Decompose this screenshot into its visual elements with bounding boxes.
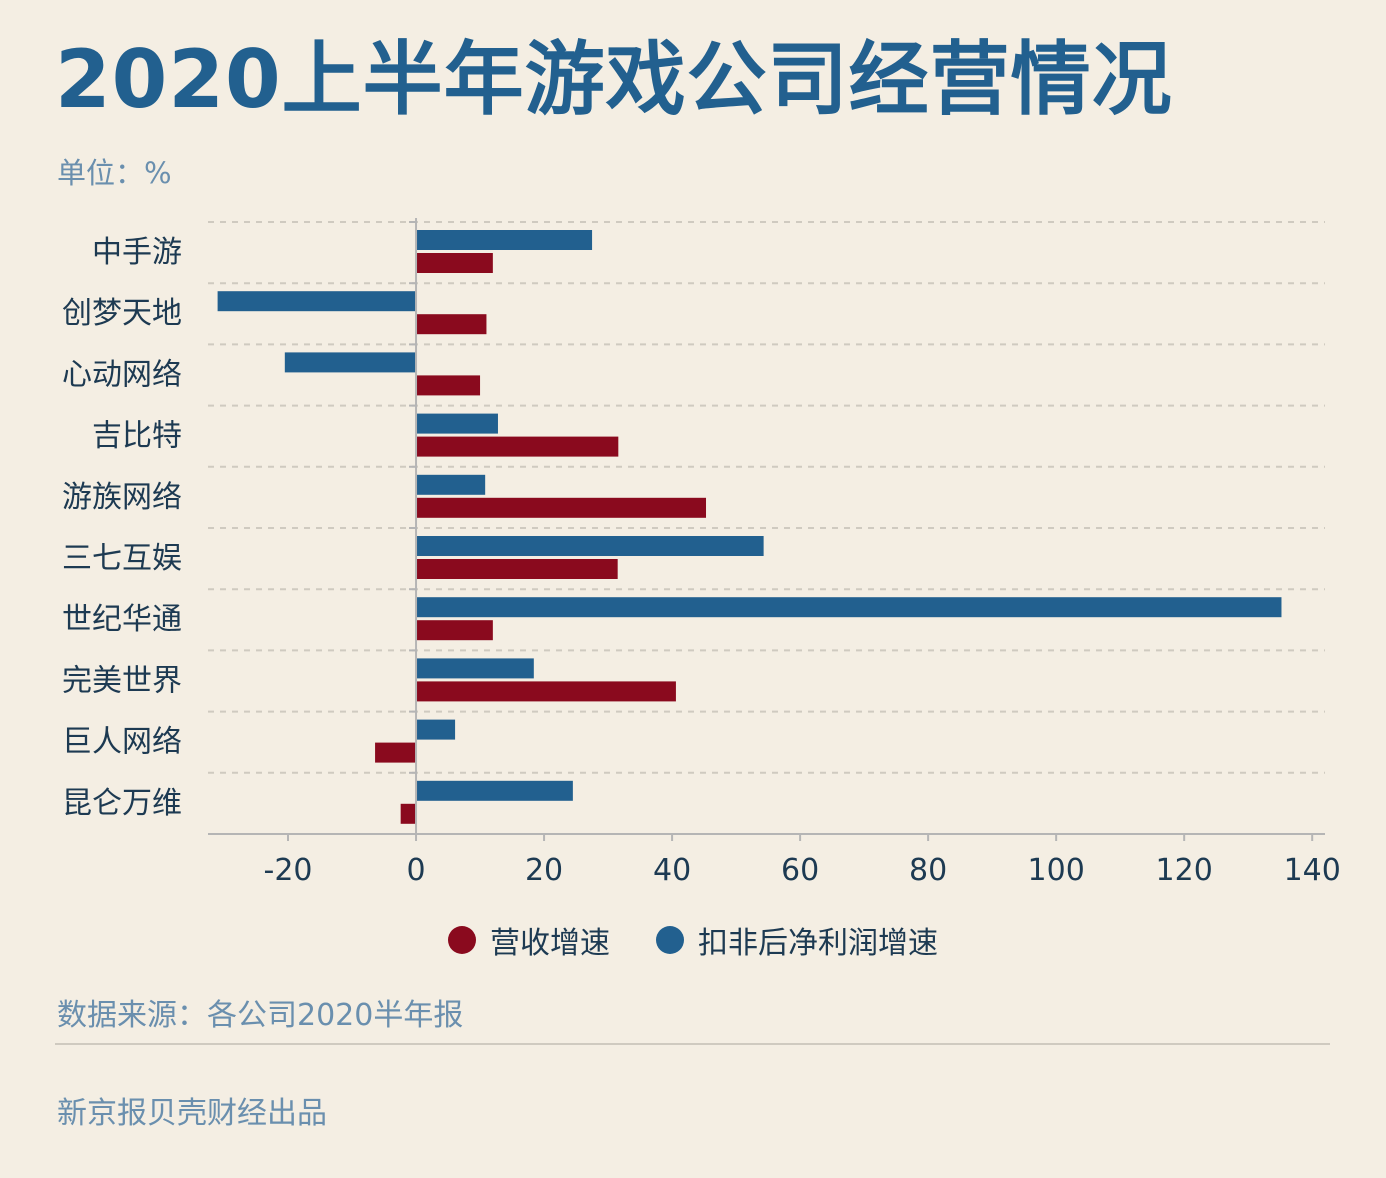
footer-divider bbox=[55, 1043, 1330, 1045]
x-tick-label: 100 bbox=[1028, 853, 1085, 888]
bar-revenue bbox=[416, 620, 493, 641]
category-label: 巨人网络 bbox=[62, 725, 182, 760]
x-tick-label: 20 bbox=[525, 853, 563, 888]
bar-profit bbox=[416, 658, 534, 679]
category-label: 世纪华通 bbox=[62, 602, 182, 637]
category-label: 完美世界 bbox=[62, 663, 182, 698]
bar-profit bbox=[416, 780, 573, 801]
bar-revenue bbox=[416, 559, 618, 579]
data-source: 数据来源：各公司2020半年报 bbox=[57, 998, 464, 1033]
legend-swatch-profit bbox=[656, 926, 684, 954]
bar-profit bbox=[416, 474, 486, 495]
bar-profit bbox=[416, 719, 456, 740]
category-label: 昆仑万维 bbox=[62, 786, 182, 821]
bar-revenue bbox=[416, 375, 481, 396]
x-tick-label: 60 bbox=[781, 853, 819, 888]
x-tick-label: 140 bbox=[1284, 853, 1341, 888]
bar-profit bbox=[416, 230, 593, 250]
bar-revenue bbox=[416, 314, 487, 335]
legend-swatch-revenue bbox=[448, 926, 476, 954]
legend-item-profit: 扣非后净利润增速 bbox=[656, 918, 938, 962]
unit-label: 单位：% bbox=[57, 156, 172, 190]
legend-label-revenue: 营收增速 bbox=[490, 926, 610, 961]
bar-profit bbox=[416, 413, 498, 434]
bar-revenue bbox=[416, 253, 493, 273]
bar-revenue bbox=[375, 742, 417, 763]
legend-label-profit: 扣非后净利润增速 bbox=[698, 926, 938, 961]
category-label: 吉比特 bbox=[92, 419, 182, 454]
category-label: 游族网络 bbox=[62, 480, 182, 515]
bar-profit bbox=[217, 291, 417, 312]
bar-revenue bbox=[400, 803, 417, 824]
x-tick-label: 80 bbox=[909, 853, 947, 888]
x-tick-label: -20 bbox=[264, 853, 313, 888]
category-label: 中手游 bbox=[92, 235, 182, 270]
legend-item-revenue: 营收增速 bbox=[448, 918, 610, 962]
bar-profit bbox=[416, 536, 764, 556]
x-tick-label: 0 bbox=[406, 853, 425, 888]
legend: 营收增速 扣非后净利润增速 bbox=[0, 918, 1386, 962]
x-tick-label: 120 bbox=[1156, 853, 1213, 888]
bar-revenue bbox=[416, 681, 676, 702]
chart-title: 2020上半年游戏公司经营情况 bbox=[55, 33, 1173, 126]
bar-revenue bbox=[416, 436, 619, 457]
category-label: 三七互娱 bbox=[62, 541, 182, 576]
bar-revenue bbox=[416, 497, 707, 518]
credit-line: 新京报贝壳财经出品 bbox=[57, 1096, 327, 1131]
category-label: 心动网络 bbox=[62, 357, 182, 392]
x-tick-label: 40 bbox=[653, 853, 691, 888]
bar-profit bbox=[284, 352, 417, 373]
bar-profit bbox=[416, 597, 1282, 618]
category-label: 创梦天地 bbox=[62, 296, 182, 331]
